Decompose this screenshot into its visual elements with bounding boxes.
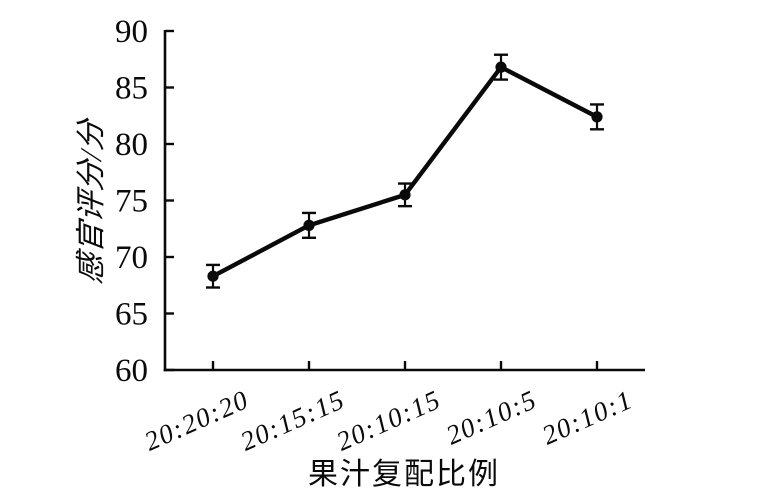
data-point: [591, 111, 603, 123]
y-tick-label: 70: [115, 240, 148, 276]
x-tick-label: 20:10:5: [442, 384, 542, 450]
x-tick-label: 20:10:15: [332, 384, 446, 457]
x-tick-label: 20:15:15: [236, 384, 350, 457]
y-tick-label: 60: [115, 353, 148, 389]
y-tick-label: 80: [115, 127, 148, 163]
x-tick-label: 20:20:20: [140, 384, 254, 457]
data-point: [399, 189, 411, 201]
x-tick-label: 20:10:1: [538, 384, 638, 450]
data-point: [495, 61, 507, 73]
series-line: [210, 64, 600, 279]
y-tick-label: 65: [115, 297, 148, 333]
y-axis-title: 感官评分/分: [75, 117, 108, 286]
x-axis-title: 果汁复配比例: [308, 458, 500, 491]
data-point: [303, 219, 315, 231]
data-point: [207, 270, 219, 282]
y-tick-label: 85: [115, 71, 148, 107]
y-tick-label: 90: [115, 14, 148, 50]
y-tick-label: 75: [115, 184, 148, 220]
